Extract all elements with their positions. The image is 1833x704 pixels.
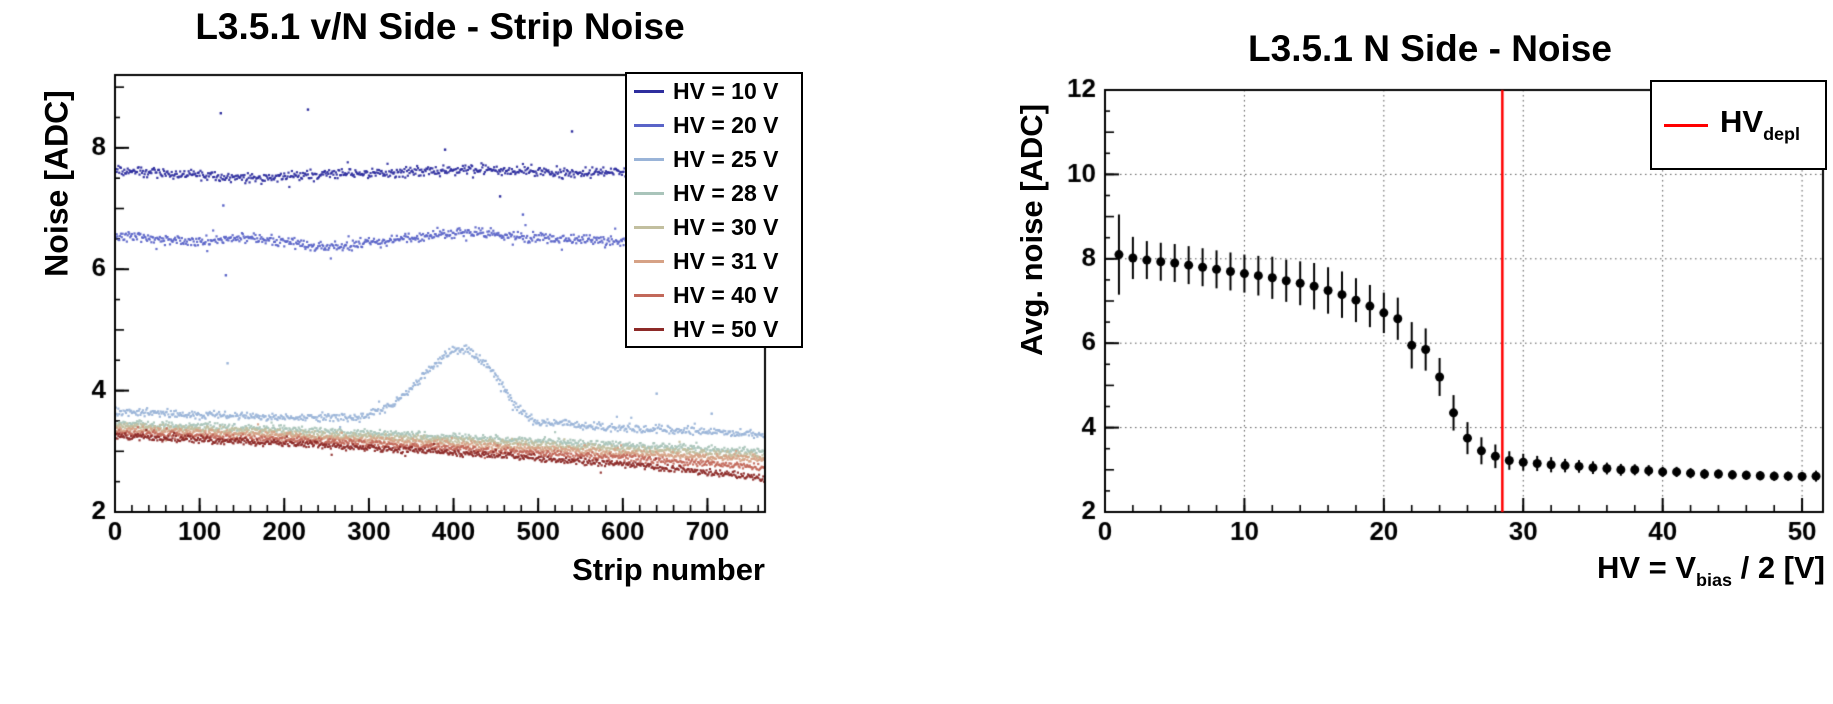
hv-depl-label-sub: depl <box>1763 124 1801 145</box>
right-y-axis-label: Avg. noise [ADC] <box>1014 103 1049 357</box>
legend-line-swatch <box>634 191 664 195</box>
legend-item-3: HV = 28 V <box>627 176 801 210</box>
left-x-axis-label: Strip number <box>572 552 765 587</box>
strip-noise-legend: HV = 10 V HV = 20 V HV = 25 V HV = 28 V HV =… <box>625 72 803 348</box>
legend-line-swatch <box>634 259 664 263</box>
right-chart-title: L3.5.1 N Side - Noise <box>1248 28 1612 69</box>
legend-item-label: HV = 40 V <box>673 281 779 308</box>
legend-item-label: HV = 20 V <box>673 111 779 138</box>
hv-depl-label: HVdepl <box>1720 104 1800 145</box>
legend-item-label: HV = 50 V <box>673 315 779 342</box>
left-chart-title: L3.5.1 v/N Side - Strip Noise <box>195 6 685 47</box>
legend-item-1: HV = 20 V <box>627 108 801 142</box>
right-x-axis-label: HV = Vbias / 2 [V] <box>1425 550 1825 591</box>
legend-item-2: HV = 25 V <box>627 142 801 176</box>
left-legend-items: HV = 10 V HV = 20 V HV = 25 V HV = 28 V HV =… <box>627 74 801 346</box>
legend-item-label: HV = 10 V <box>673 77 779 104</box>
legend-line-swatch <box>634 225 664 229</box>
legend-item-6: HV = 40 V <box>627 278 801 312</box>
legend-line-swatch <box>634 89 664 93</box>
hv-depl-legend-row: HVdepl <box>1652 82 1825 168</box>
legend-line-swatch <box>634 327 664 331</box>
legend-item-7: HV = 50 V <box>627 312 801 346</box>
legend-line-swatch <box>634 293 664 297</box>
legend-item-label: HV = 31 V <box>673 247 779 274</box>
right-x-axis-label-main: HV = V <box>1596 550 1697 585</box>
legend-item-label: HV = 30 V <box>673 213 779 240</box>
right-x-axis-label-sub: bias <box>1696 570 1732 591</box>
depl-line-swatch <box>1664 123 1708 127</box>
legend-item-0: HV = 10 V <box>627 74 801 108</box>
legend-item-label: HV = 28 V <box>673 179 779 206</box>
left-y-axis-label: Noise [ADC] <box>38 90 75 277</box>
hv-depl-label-main: HV <box>1720 104 1764 140</box>
legend-item-4: HV = 30 V <box>627 210 801 244</box>
legend-item-label: HV = 25 V <box>673 145 779 172</box>
right-x-axis-label-tail: / 2 [V] <box>1731 550 1825 585</box>
legend-line-swatch <box>634 123 664 127</box>
legend-line-swatch <box>634 157 664 161</box>
hv-depl-legend: HVdepl <box>1650 80 1827 170</box>
legend-item-5: HV = 31 V <box>627 244 801 278</box>
